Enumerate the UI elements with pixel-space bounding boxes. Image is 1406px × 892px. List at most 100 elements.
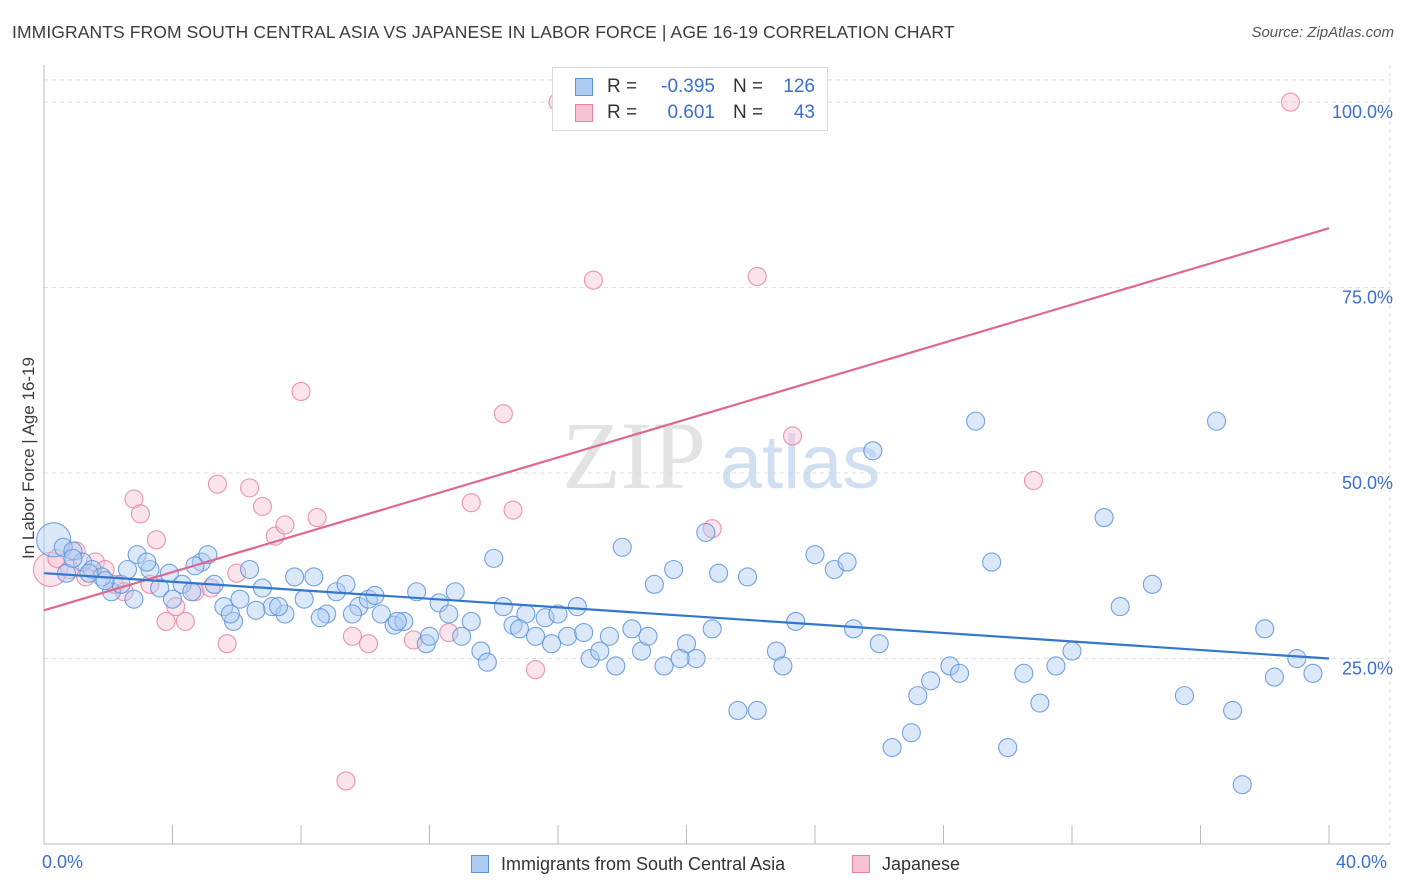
south-central-asia-point xyxy=(686,648,706,669)
south-central-asia-point xyxy=(535,608,555,628)
south-central-asia-point xyxy=(737,567,758,587)
south-central-asia-point xyxy=(950,663,970,683)
south-central-asia-point xyxy=(644,574,664,594)
south-central-asia-point xyxy=(901,723,921,743)
japanese-point xyxy=(130,504,150,524)
south-central-asia-point xyxy=(82,559,102,580)
south-central-asia-points xyxy=(36,411,1323,795)
south-central-asia-point xyxy=(371,604,391,624)
south-central-asia-point xyxy=(664,559,684,580)
y-tick-label: 100.0% xyxy=(1332,102,1393,122)
south-central-asia-point xyxy=(940,656,960,676)
south-central-asia-point xyxy=(843,619,864,639)
south-central-asia-point xyxy=(162,589,183,609)
south-central-asia-trend-line xyxy=(43,572,1330,660)
south-central-asia-point xyxy=(304,567,324,587)
south-central-asia-point xyxy=(101,582,122,602)
legend-n-label: N = xyxy=(733,102,764,123)
south-central-asia-point xyxy=(709,563,729,583)
legend-n-value: 43 xyxy=(793,102,815,123)
south-central-asia-point xyxy=(461,611,481,631)
japanese-point xyxy=(525,660,546,680)
south-central-asia-point xyxy=(558,626,578,646)
japanese-trend-line xyxy=(43,227,1330,612)
south-central-asia-point xyxy=(1110,597,1130,617)
legend-swatch-pink xyxy=(575,104,593,122)
x-tick-label-min: 0.0% xyxy=(42,852,84,872)
south-central-asia-point xyxy=(580,648,600,669)
south-central-asia-point xyxy=(542,634,562,654)
south-central-asia-point xyxy=(921,671,941,691)
chart-title: IMMIGRANTS FROM SOUTH CENTRAL ASIA VS JA… xyxy=(12,22,955,42)
south-central-asia-point xyxy=(214,597,234,617)
bottom-legend-south-central-asia: Immigrants from South Central Asia xyxy=(471,852,785,876)
south-central-asia-point xyxy=(127,545,147,565)
south-central-asia-point xyxy=(407,582,427,602)
gridlines xyxy=(44,65,1391,844)
axes xyxy=(43,65,1390,845)
japanese-point xyxy=(175,611,195,631)
south-central-asia-point xyxy=(869,634,889,654)
south-central-asia-point xyxy=(439,604,459,624)
trend-lines xyxy=(43,227,1330,660)
south-central-asia-point xyxy=(124,589,144,609)
south-central-asia-point xyxy=(670,648,690,669)
watermark: ZIP atlas xyxy=(562,402,880,509)
japanese-point xyxy=(583,270,603,290)
south-central-asia-point xyxy=(728,700,748,721)
south-central-asia-point xyxy=(503,615,523,635)
south-central-asia-point xyxy=(394,611,414,631)
y-tick-label: 25.0% xyxy=(1342,659,1393,679)
south-central-asia-point xyxy=(1062,641,1082,661)
japanese-point xyxy=(291,381,311,401)
south-central-asia-point xyxy=(805,545,825,565)
japanese-point xyxy=(307,508,327,528)
south-central-asia-point xyxy=(172,574,192,594)
south-central-asia-point xyxy=(342,604,362,624)
south-central-asia-point xyxy=(246,600,266,620)
japanese-point xyxy=(252,496,273,516)
japanese-point xyxy=(782,426,803,446)
south-central-asia-point xyxy=(73,552,93,572)
south-central-asia-point xyxy=(493,597,513,617)
south-central-asia-point xyxy=(1303,663,1323,683)
japanese-point xyxy=(403,630,423,650)
south-central-asia-point xyxy=(509,619,530,639)
south-central-asia-point xyxy=(310,608,330,628)
south-central-asia-point xyxy=(471,641,491,661)
japanese-point xyxy=(358,634,379,654)
south-central-asia-point xyxy=(1207,411,1227,431)
south-central-asia-point xyxy=(548,604,568,624)
legend-r-label: R = xyxy=(607,102,638,123)
y-axis-label: In Labor Force | Age 16-19 xyxy=(19,357,38,559)
south-central-asia-point xyxy=(982,552,1002,572)
south-central-asia-point xyxy=(908,686,928,706)
south-central-asia-point xyxy=(1223,700,1243,721)
south-central-asia-point xyxy=(747,700,767,721)
south-central-asia-point xyxy=(1232,775,1252,795)
japanese-point xyxy=(240,478,260,498)
bottom-legend-swatch-blue xyxy=(471,855,489,873)
south-central-asia-point xyxy=(966,411,986,431)
south-central-asia-point xyxy=(1142,574,1162,594)
japanese-point xyxy=(702,519,722,539)
legend-r-label: R = xyxy=(607,76,638,97)
south-central-asia-point xyxy=(882,738,902,758)
south-central-asia-point xyxy=(79,563,99,583)
japanese-point xyxy=(1280,92,1300,112)
south-central-asia-point xyxy=(590,641,610,661)
south-central-asia-point xyxy=(220,604,240,624)
japanese-point xyxy=(47,548,67,568)
south-central-asia-point xyxy=(1287,648,1307,669)
south-central-asia-point xyxy=(182,582,202,602)
south-central-asia-point xyxy=(477,652,497,672)
south-central-asia-point xyxy=(268,597,289,617)
south-central-asia-point xyxy=(622,619,642,639)
south-central-asia-point xyxy=(525,626,546,646)
south-central-asia-point xyxy=(1014,663,1034,683)
south-central-asia-point xyxy=(863,441,883,461)
y-tick-label: 50.0% xyxy=(1342,473,1393,493)
watermark-zip: ZIP xyxy=(562,402,706,509)
south-central-asia-point xyxy=(574,623,594,643)
south-central-asia-point xyxy=(1174,686,1194,706)
